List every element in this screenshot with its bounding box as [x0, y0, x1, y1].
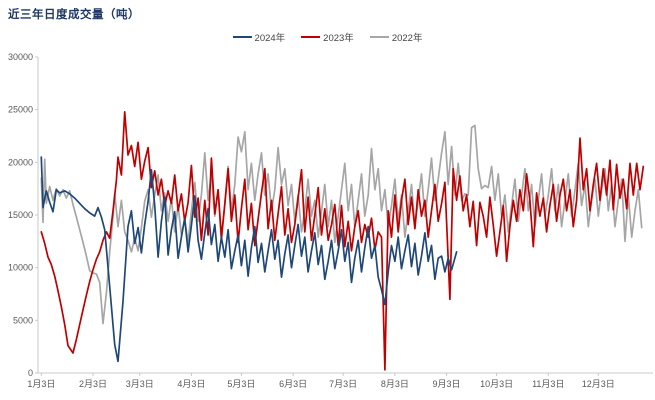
series-line-2022 — [40, 124, 643, 325]
series-line-2023 — [40, 110, 645, 371]
series-line-2024 — [40, 156, 458, 363]
legend-label: 2022年 — [391, 33, 423, 44]
y-tick-label: 20000 — [8, 157, 33, 167]
x-tick-label: 3月3日 — [126, 379, 154, 389]
x-tick-label: 4月3日 — [177, 379, 205, 389]
x-tick-label: 2月3日 — [79, 379, 107, 389]
x-tick-label: 12月3日 — [582, 379, 615, 389]
x-tick-label: 8月3日 — [381, 379, 409, 389]
legend-item-2022[interactable]: 2022年 — [369, 30, 423, 44]
chart-title: 近三年日度成交量（吨） — [8, 9, 140, 21]
y-tick-label: 30000 — [8, 52, 33, 62]
y-tick-label: 25000 — [8, 105, 33, 115]
x-tick-label: 10月3日 — [480, 379, 513, 389]
legend-label: 2023年 — [323, 33, 354, 44]
x-tick-label: 11月3日 — [532, 379, 564, 389]
legend-line-swatch — [369, 35, 389, 39]
legend-line-swatch — [301, 35, 321, 39]
x-tick-label: 7月3日 — [329, 379, 357, 389]
x-tick-label: 5月3日 — [227, 379, 255, 389]
legend-line-swatch — [232, 35, 252, 39]
legend-item-2024[interactable]: 2024年 — [232, 30, 286, 44]
chart-legend: 2024年 2023年 2022年 — [0, 30, 655, 44]
legend-label: 2024年 — [254, 33, 286, 44]
x-tick-label: 9月3日 — [433, 379, 461, 389]
x-tick-label: 6月3日 — [279, 379, 307, 389]
y-tick-label: 0 — [28, 368, 33, 378]
y-tick-label: 15000 — [8, 210, 33, 220]
y-tick-label: 5000 — [13, 315, 33, 325]
x-tick-label: 1月3日 — [27, 379, 55, 389]
y-tick-label: 10000 — [8, 263, 33, 273]
legend-item-2023[interactable]: 2023年 — [301, 30, 354, 44]
